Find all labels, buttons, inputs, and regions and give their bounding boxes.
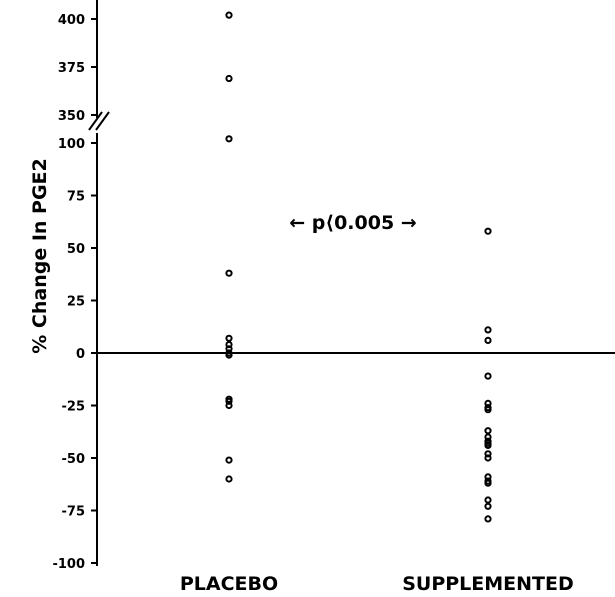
y-tick-label: 75 [67,190,85,205]
y-tick-label: 50 [67,242,85,257]
y-tick-label: 400 [58,13,85,28]
data-point [484,515,492,523]
data-point [484,406,492,414]
data-points [225,11,492,523]
y-ticks: 350 375 400 -100 -75 -50 -25 0 25 50 75 100 [52,13,97,572]
data-point [484,502,492,510]
data-point [484,336,492,344]
data-point [484,441,492,449]
y-tick-label: -50 [62,452,86,467]
data-point [484,326,492,334]
category-labels: PLACEBO SUPPLEMENTED [180,573,574,595]
y-tick-label: -100 [52,557,85,572]
y-tick-label: 100 [58,137,85,152]
data-point [225,351,233,359]
y-tick-label: 25 [67,295,85,310]
p-value-annotation: ← p⟨0.005 → [289,212,416,234]
y-tick-label: 375 [58,61,85,76]
data-point [225,11,233,19]
data-point [484,227,492,235]
y-tick-label: 350 [58,109,85,124]
data-point [484,372,492,380]
data-point [225,475,233,483]
y-axis-title: % Change In PGE2 [29,158,51,354]
category-label: PLACEBO [180,573,278,595]
data-point [484,427,492,435]
category-label: SUPPLEMENTED [402,573,574,595]
data-point [225,135,233,143]
data-point [225,401,233,410]
axis-break-mark [88,111,110,131]
data-point [225,269,233,277]
data-point [225,341,233,349]
y-tick-label: -75 [62,505,86,520]
data-point [225,74,233,83]
data-point [484,479,492,487]
data-point [484,454,492,462]
data-point [225,334,233,342]
data-point [225,456,233,464]
y-tick-label: 0 [76,347,85,362]
y-tick-label: -25 [62,400,86,415]
data-point [484,496,492,504]
axes [88,0,615,566]
